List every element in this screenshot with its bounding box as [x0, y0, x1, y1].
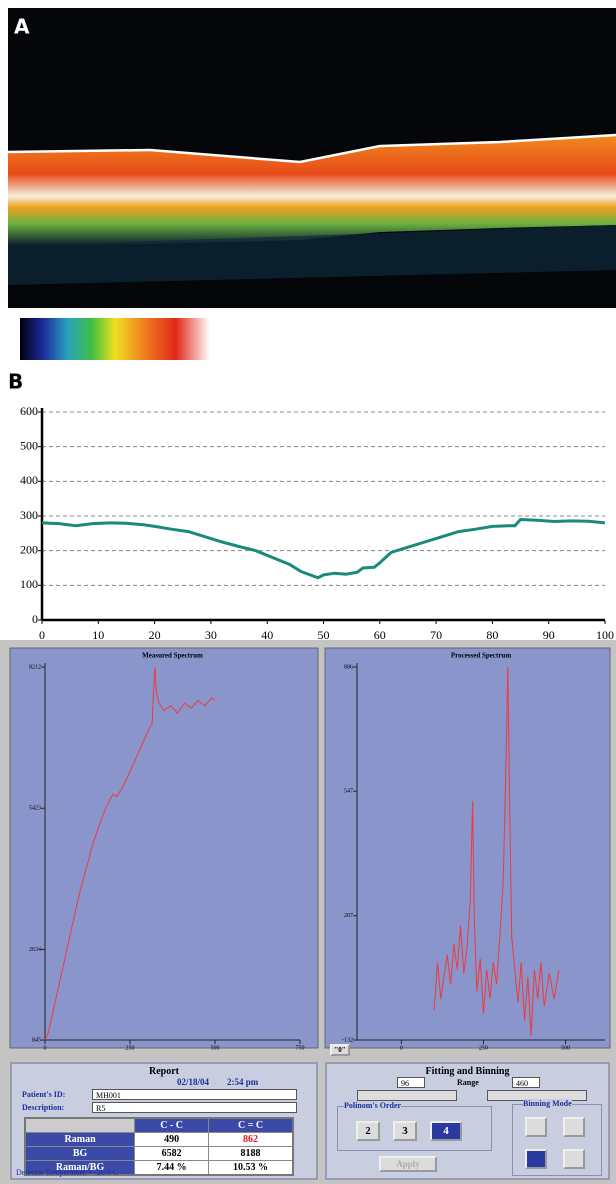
range-low[interactable]: 96 [397, 1077, 425, 1088]
range-slider[interactable] [357, 1090, 457, 1101]
binning-group: Binning Mode [512, 1099, 602, 1176]
fit-button[interactable]: "0" [330, 1044, 350, 1056]
cell: 10.53 % [208, 1160, 294, 1176]
tissue-band [8, 135, 616, 246]
x-tick-label: 90 [543, 628, 555, 642]
field-label: Description: [22, 1103, 65, 1112]
x-tick-label: 0 [400, 1045, 403, 1051]
deep-layer [8, 225, 616, 285]
row-label: Raman [24, 1132, 136, 1147]
binning-label: Binning Mode [523, 1099, 572, 1108]
plot-frame [324, 647, 611, 1049]
y-tick-label: 300 [20, 508, 38, 522]
fitting-panel: Fitting and Binning 96 Range 460 Polinom… [325, 1062, 610, 1180]
y-tick-label: 0 [32, 612, 38, 626]
x-tick-label: 40 [261, 628, 273, 642]
y-tick-label: 207 [344, 913, 353, 919]
order-button[interactable]: 4 [430, 1121, 462, 1141]
x-tick-label: 70 [430, 628, 442, 642]
panel-label: A [14, 15, 30, 39]
x-tick-label: 500 [561, 1045, 570, 1051]
order-button[interactable]: 2 [356, 1121, 380, 1141]
description[interactable]: R5 [92, 1102, 297, 1113]
panel-label: B [8, 370, 23, 394]
x-tick-label: 20 [149, 628, 161, 642]
field-label: Patient's ID: [22, 1090, 66, 1099]
data-line [44, 666, 216, 1041]
cell: 8188 [208, 1146, 294, 1161]
apply-button[interactable]: Apply [379, 1156, 437, 1172]
x-tick-label: 100 [596, 628, 614, 642]
y-tick-label: 200 [20, 542, 38, 556]
detector-temperature: Detector Temperature = -20.0 C [16, 1168, 119, 1177]
range-label: Range [457, 1078, 479, 1087]
row-label: BG [24, 1146, 136, 1161]
col-header: C - C [134, 1117, 210, 1133]
y-tick-label: 100 [20, 577, 38, 591]
y-tick-label: 5423 [29, 806, 41, 812]
report-time: 2:54 pm [227, 1077, 259, 1087]
x-tick-label: 30 [205, 628, 217, 642]
x-tick-label: 500 [211, 1045, 220, 1051]
x-tick-label: 50 [318, 628, 330, 642]
y-tick-label: 886 [344, 664, 353, 670]
x-tick-label: 0 [39, 628, 45, 642]
y-tick-label: 8212 [29, 664, 41, 670]
order-button[interactable]: 3 [393, 1121, 417, 1141]
cell: 7.44 % [134, 1160, 210, 1176]
cell: 490 [134, 1132, 210, 1147]
cell: 862 [208, 1132, 294, 1147]
x-tick-label: 60 [374, 628, 386, 642]
x-tick-label: 0 [44, 1045, 47, 1051]
y-tick-label: -132 [342, 1037, 353, 1043]
cell: 6582 [134, 1146, 210, 1161]
x-tick-label: 250 [479, 1045, 488, 1051]
chart-title: Processed Spectrum [451, 652, 511, 660]
surface-line [7, 133, 616, 164]
binning-button[interactable] [525, 1149, 547, 1169]
y-tick-label: 547 [344, 789, 353, 795]
order-label: Polinom's Order [344, 1101, 402, 1110]
col-header: C = C [208, 1117, 294, 1133]
binning-button[interactable] [525, 1117, 547, 1137]
order-group: Polinom's Order 2 3 4 [337, 1101, 492, 1151]
y-tick-label: 2634 [29, 947, 41, 953]
fitting-title: Fitting and Binning [425, 1066, 510, 1077]
plot-frame [9, 647, 319, 1049]
data-line [433, 666, 560, 1036]
color-bar [20, 318, 210, 360]
report-date: 02/18/04 [177, 1077, 210, 1087]
x-tick-label: 80 [486, 628, 498, 642]
binning-button[interactable] [563, 1149, 585, 1169]
y-tick-label: 600 [20, 404, 38, 418]
data-line [41, 517, 606, 580]
x-tick-label: 750 [296, 1045, 305, 1051]
binning-button[interactable] [563, 1117, 585, 1137]
y-tick-label: 845 [32, 1037, 41, 1043]
chart-title: Measured Spectrum [142, 652, 203, 660]
x-tick-label: 250 [126, 1045, 135, 1051]
x-tick-label: 10 [92, 628, 104, 642]
row-label: Raman/BG [24, 1160, 136, 1176]
report-panel: Report 02/18/04 2:54 pm Patient's ID: MH… [10, 1062, 318, 1180]
range-high[interactable]: 460 [512, 1077, 540, 1088]
report-title: Report [149, 1066, 179, 1077]
y-tick-label: 500 [20, 438, 38, 452]
patient-id[interactable]: MH001 [92, 1089, 297, 1100]
y-tick-label: 400 [20, 473, 38, 487]
